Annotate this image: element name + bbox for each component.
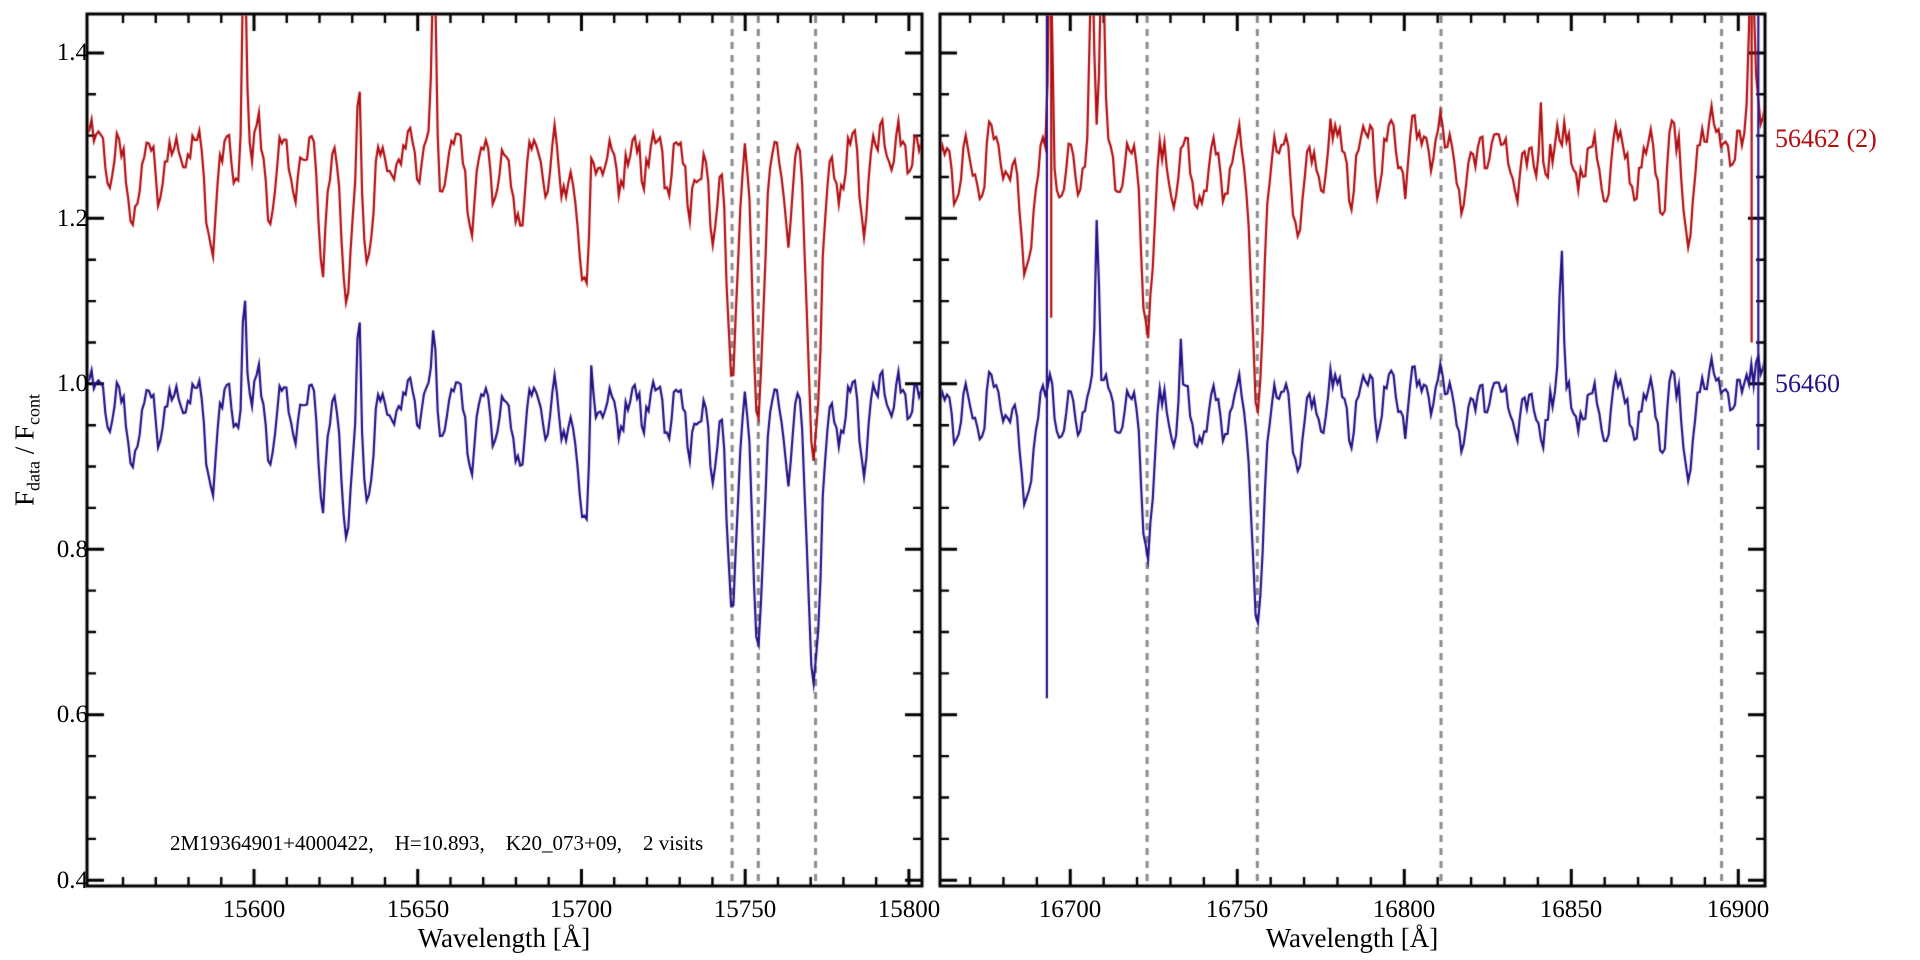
x-tick-label: 15650 (386, 896, 450, 923)
x-tick-label: 15600 (222, 896, 286, 923)
target-annotation: 2M19364901+4000422, H=10.893, K20_073+09… (170, 831, 704, 855)
x-tick-label: 15800 (877, 896, 941, 923)
x-tick-label: 16700 (1038, 896, 1102, 923)
y-tick-label: 1.4 (56, 39, 88, 66)
y-tick-label: 0.6 (56, 701, 88, 728)
y-tick-label: 1.0 (56, 370, 88, 397)
x-tick-label: 16900 (1706, 896, 1770, 923)
series-label-visit-56460: 56460 (1775, 369, 1840, 398)
x-tick-label: 15700 (549, 896, 613, 923)
y-axis-title: Fdata / Fcont (9, 393, 44, 507)
x-axis-title-left: Wavelength [Å] (417, 923, 591, 953)
x-tick-label: 16750 (1205, 896, 1269, 923)
x-axis-title-right: Wavelength [Å] (1265, 923, 1439, 953)
x-tick-label: 16800 (1372, 896, 1436, 923)
y-tick-label: 0.8 (56, 536, 88, 563)
x-tick-label: 16850 (1539, 896, 1603, 923)
y-tick-label: 1.2 (56, 205, 88, 232)
x-tick-label: 15750 (713, 896, 777, 923)
y-tick-label: 0.4 (56, 867, 88, 894)
series-label-visit-56462: 56462 (2) (1775, 124, 1877, 153)
